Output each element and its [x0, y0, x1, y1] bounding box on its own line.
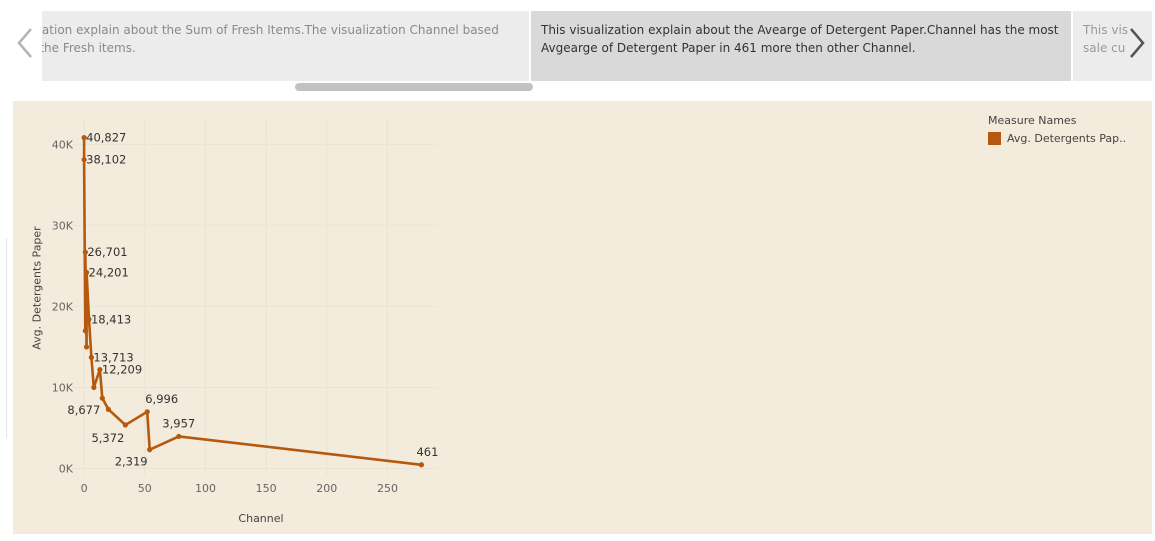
story-point-1[interactable]: ualization explain about the Sum of Fres… [42, 11, 529, 81]
data-point[interactable] [176, 433, 182, 440]
x-tick-label: 100 [195, 482, 216, 495]
data-point[interactable] [147, 447, 153, 453]
y-tick-label: 40K [52, 138, 74, 151]
next-story-point-button[interactable] [1124, 26, 1150, 66]
data-label: 2,319 [115, 455, 148, 469]
legend-item[interactable]: Avg. Detergents Pap.. [988, 132, 1126, 145]
data-label: 5,372 [91, 431, 124, 445]
data-point[interactable] [91, 384, 97, 391]
x-tick-label: 0 [81, 482, 88, 495]
story-point-2-line1: This visualization explain about the Ave… [541, 23, 1059, 37]
y-tick-label: 0K [59, 463, 74, 476]
story-navigator: ualization explain about the Sum of Fres… [0, 0, 1155, 100]
story-point-1-line2: rt to the Fresh items. [42, 41, 136, 55]
story-scrollbar-thumb[interactable] [295, 83, 533, 91]
data-point[interactable] [418, 462, 425, 468]
story-point-3[interactable]: This vis sale cu [1073, 11, 1152, 81]
data-point[interactable] [82, 249, 88, 255]
data-label: 24,201 [89, 265, 129, 279]
data-label: 12,209 [102, 363, 142, 377]
legend-title: Measure Names [988, 114, 1077, 127]
data-point[interactable] [83, 269, 90, 275]
series-line [82, 137, 422, 467]
data-point[interactable] [144, 409, 150, 415]
data-point[interactable] [81, 157, 87, 163]
left-edge-divider [0, 238, 7, 438]
data-point[interactable] [105, 406, 111, 412]
data-label: 18,413 [91, 312, 131, 326]
data-label: 8,677 [67, 403, 100, 417]
data-label: 26,701 [87, 245, 127, 259]
x-tick-label: 50 [138, 482, 152, 495]
legend-swatch [988, 132, 1001, 145]
data-label: 13,713 [93, 350, 133, 364]
chevron-left-icon [17, 28, 32, 58]
data-point[interactable] [83, 344, 90, 350]
story-points-strip: ualization explain about the Sum of Fres… [42, 11, 1152, 81]
legend-label: Avg. Detergents Pap.. [1007, 132, 1127, 145]
y-axis-title: Avg. Detergents Paper [30, 226, 44, 350]
y-tick-label: 20K [52, 300, 74, 313]
y-tick-label: 30K [52, 219, 74, 232]
data-point[interactable] [81, 135, 87, 141]
data-label: 40,827 [86, 131, 126, 145]
x-axis-title: Channel [238, 512, 284, 525]
story-point-2-line2: Avgearge of Detergent Paper in 461 more … [541, 41, 916, 55]
data-point[interactable] [99, 395, 105, 401]
previous-story-point-button[interactable] [12, 26, 38, 66]
story-point-2-active[interactable]: This visualization explain about the Ave… [531, 11, 1071, 81]
story-point-3-line1: This vis [1083, 23, 1129, 37]
legend: Measure Names Avg. Detergents Pap.. [988, 114, 1126, 145]
x-tick-label: 150 [256, 482, 277, 495]
data-label: 38,102 [86, 153, 126, 167]
y-tick-label: 10K [52, 381, 74, 394]
chevron-right-icon [1130, 28, 1145, 58]
story-point-1-line1: ualization explain about the Sum of Fres… [42, 23, 499, 37]
data-point[interactable] [88, 354, 95, 360]
data-point[interactable] [86, 316, 92, 322]
data-label: 461 [416, 445, 438, 459]
data-point[interactable] [82, 328, 88, 334]
data-point[interactable] [97, 366, 103, 373]
x-tick-label: 200 [316, 482, 337, 495]
worksheet-area [13, 101, 1152, 534]
story-point-3-line2: sale cu [1083, 41, 1126, 55]
x-tick-label: 250 [377, 482, 398, 495]
data-label: 6,996 [145, 392, 178, 406]
data-point[interactable] [122, 422, 128, 428]
data-label: 3,957 [162, 416, 195, 430]
